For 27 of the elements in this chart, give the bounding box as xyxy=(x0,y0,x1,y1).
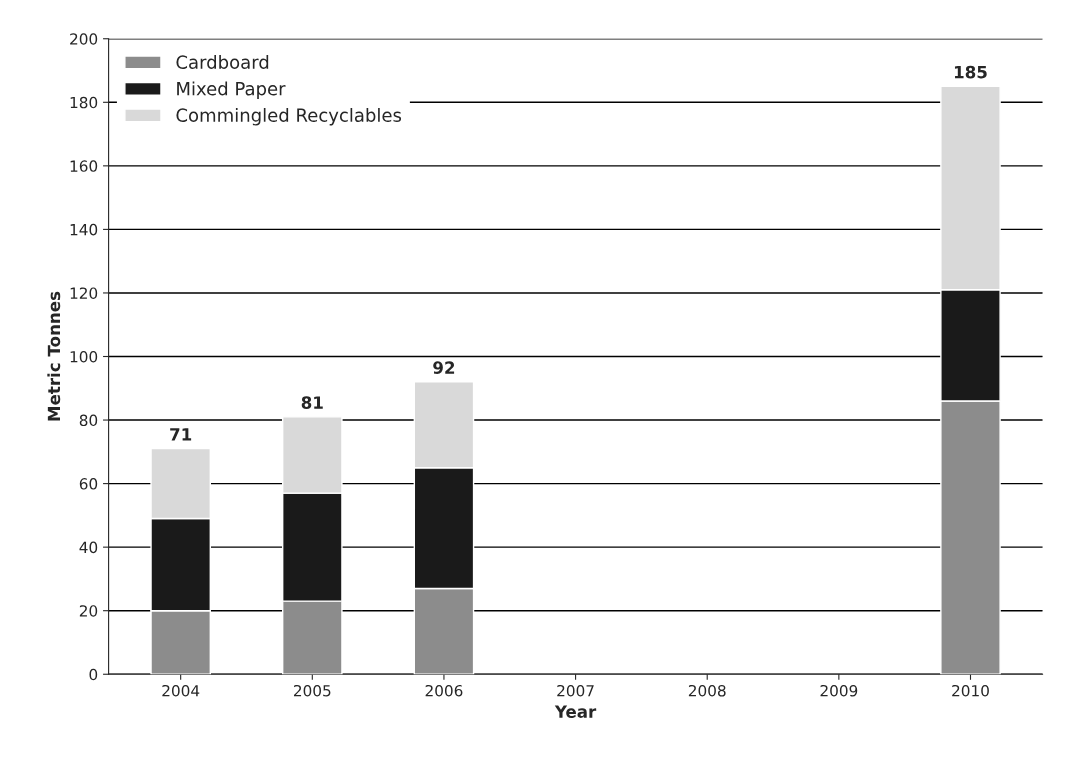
total-label: 71 xyxy=(170,428,192,441)
x-tick-label: 2008 xyxy=(688,684,726,697)
y-tick-label: 160 xyxy=(70,160,98,172)
y-tick-label: 200 xyxy=(70,33,98,45)
x-tick-label: 2006 xyxy=(425,684,463,697)
y-tick-label: 80 xyxy=(79,414,98,427)
legend-label: Commingled Recyclables xyxy=(176,108,402,126)
y-tick-label: 120 xyxy=(70,287,98,299)
legend-label: Mixed Paper xyxy=(177,81,286,99)
y-tick-label: 0 xyxy=(89,668,98,681)
x-tick-label: 2010 xyxy=(952,684,989,697)
legend-label: Cardboard xyxy=(176,55,269,69)
y-axis-title: Metric Tonnes xyxy=(47,291,61,421)
y-tick-label: 60 xyxy=(79,478,98,490)
x-axis-title: Year xyxy=(554,705,597,718)
y-tick-label: 20 xyxy=(79,605,98,617)
x-tick-label: 2004 xyxy=(162,684,200,697)
y-tick-label: 100 xyxy=(70,350,98,363)
x-tick-label: 2007 xyxy=(557,684,594,697)
total-label: 81 xyxy=(301,396,323,409)
total-label: 185 xyxy=(954,65,987,79)
total-label: 92 xyxy=(433,361,455,374)
y-tick-label: 180 xyxy=(70,96,98,109)
y-tick-label: 40 xyxy=(79,541,98,554)
y-tick-label: 140 xyxy=(70,223,98,236)
x-tick-label: 2005 xyxy=(293,684,331,697)
x-tick-label: 2009 xyxy=(820,684,858,697)
